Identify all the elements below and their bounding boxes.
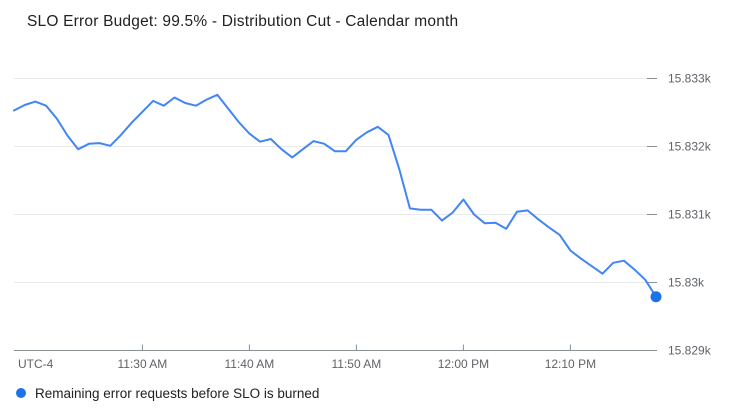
y-axis-label: 15.832k xyxy=(668,140,712,154)
x-axis-label: 11:30 AM xyxy=(117,357,167,371)
y-axis-label: 15.83k xyxy=(668,276,705,290)
legend-marker-icon xyxy=(16,388,26,398)
legend-label: Remaining error requests before SLO is b… xyxy=(35,385,320,401)
y-axis-label: 15.833k xyxy=(668,72,712,86)
x-axis-label: 12:10 PM xyxy=(545,357,596,371)
y-axis-label: 15.831k xyxy=(668,208,712,222)
timezone-label: UTC-4 xyxy=(18,357,54,371)
series-line[interactable] xyxy=(13,93,657,298)
y-axis-label: 15.829k xyxy=(668,344,712,358)
x-axis-label: 11:40 AM xyxy=(224,357,274,371)
x-axis-label: 12:00 PM xyxy=(438,357,489,371)
latest-value-dot[interactable] xyxy=(650,291,662,303)
legend: Remaining error requests before SLO is b… xyxy=(16,385,319,401)
chart-title: SLO Error Budget: 99.5% - Distribution C… xyxy=(27,13,459,30)
x-axis-label: 11:50 AM xyxy=(331,357,381,371)
